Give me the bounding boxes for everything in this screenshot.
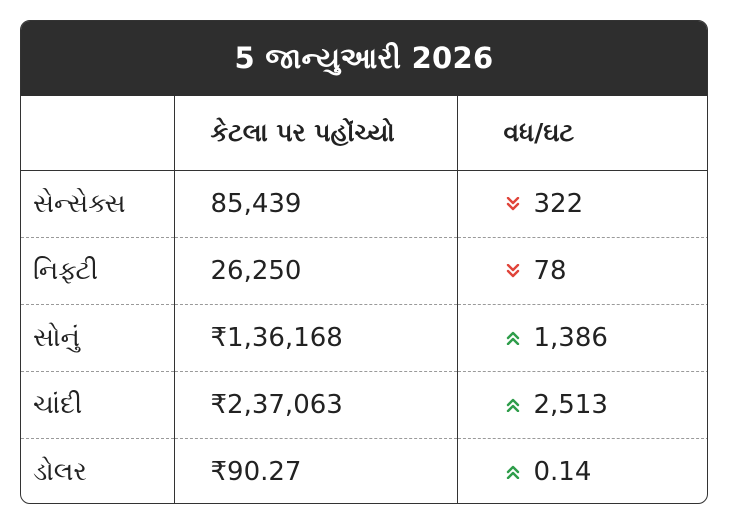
table-row: ડોલર ₹90.27 0.14 <box>21 438 707 503</box>
row-value: 85,439 <box>174 170 458 238</box>
table-row: સોનું ₹1,36,168 1,386 <box>21 304 707 372</box>
double-chevron-down-icon <box>506 264 520 278</box>
row-change: 322 <box>533 189 584 219</box>
double-chevron-down-icon <box>506 197 520 211</box>
row-value: ₹1,36,168 <box>174 304 458 372</box>
row-name: ડોલર <box>21 438 175 503</box>
double-chevron-up-icon <box>506 465 520 479</box>
header-value: કેટલા પર પહોંચ્યો <box>174 96 458 171</box>
double-chevron-up-icon <box>506 331 520 345</box>
row-name: નિફ્ટી <box>21 237 175 305</box>
row-value: ₹2,37,063 <box>174 371 458 439</box>
row-name: સેન્સેક્સ <box>21 170 175 238</box>
market-summary-card: 5 જાન્યુઆરી 2026 કેટલા પર પહોંચ્યો વધ/ઘટ… <box>20 20 708 504</box>
row-name: સોનું <box>21 304 175 372</box>
header-change: વધ/ઘટ <box>457 96 707 171</box>
page-title: 5 જાન્યુઆરી 2026 <box>234 41 494 75</box>
table-row: ચાંદી ₹2,37,063 2,513 <box>21 371 707 439</box>
row-value: ₹90.27 <box>174 438 458 503</box>
header-row: કેટલા પર પહોંચ્યો વધ/ઘટ <box>21 96 707 171</box>
row-change: 78 <box>533 256 567 286</box>
row-change: 0.14 <box>533 457 592 487</box>
row-change: 1,386 <box>533 323 608 353</box>
double-chevron-up-icon <box>506 398 520 412</box>
market-table: કેટલા પર પહોંચ્યો વધ/ઘટ સેન્સેક્સ 85,439… <box>21 96 707 503</box>
row-value: 26,250 <box>174 237 458 305</box>
header-name <box>21 96 175 171</box>
title-bar: 5 જાન્યુઆરી 2026 <box>21 21 707 96</box>
table-row: સેન્સેક્સ 85,439 322 <box>21 170 707 238</box>
row-name: ચાંદી <box>21 371 175 439</box>
row-change: 2,513 <box>533 390 608 420</box>
table-row: નિફ્ટી 26,250 78 <box>21 237 707 305</box>
